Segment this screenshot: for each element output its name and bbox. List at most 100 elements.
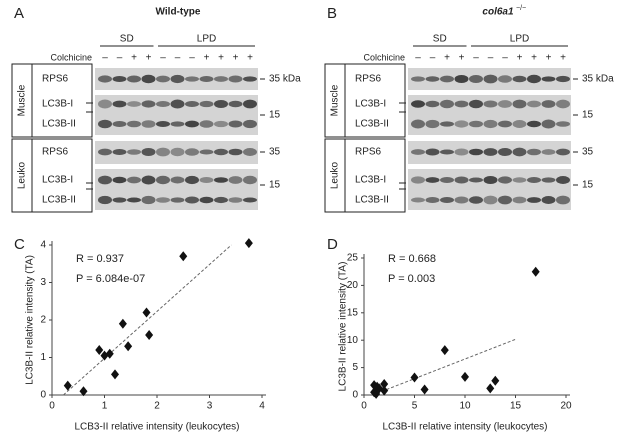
y-tick-label: 20 xyxy=(347,280,359,291)
blot-title: col6a1 xyxy=(482,7,514,18)
treatment-label: Colchicine xyxy=(363,52,405,62)
band xyxy=(141,147,156,157)
size-label: 15 xyxy=(582,180,594,191)
band xyxy=(440,75,454,83)
band xyxy=(228,197,243,203)
treatment-label: Colchicine xyxy=(50,52,92,62)
band xyxy=(425,100,440,108)
label-box xyxy=(31,63,93,138)
lane-sign: + xyxy=(218,53,224,64)
band xyxy=(411,149,425,155)
lane-sign: – xyxy=(102,53,108,64)
y-axis-label: LC3B-II relative intensity (TA) xyxy=(25,255,36,385)
label-box xyxy=(31,138,93,213)
x-tick-label: 15 xyxy=(510,401,522,412)
panel-label: C xyxy=(14,236,25,253)
band xyxy=(454,120,469,128)
lane-sign: + xyxy=(560,53,566,64)
x-tick-label: 0 xyxy=(361,401,367,412)
band xyxy=(185,175,199,185)
band xyxy=(199,76,214,82)
band xyxy=(483,100,498,108)
band xyxy=(469,196,483,204)
lane-sign: + xyxy=(546,53,552,64)
x-axis-label: LCB3-II relative intensity (leukocytes) xyxy=(74,422,239,433)
band xyxy=(214,148,228,156)
band xyxy=(127,149,141,155)
x-tick-label: 3 xyxy=(207,401,213,412)
band xyxy=(512,147,527,157)
band xyxy=(127,101,141,107)
band xyxy=(425,148,440,156)
lane-sign: – xyxy=(175,53,181,64)
x-tick-label: 10 xyxy=(459,401,471,412)
band xyxy=(214,76,228,82)
band xyxy=(243,197,257,203)
lane-sign: + xyxy=(233,53,239,64)
lane-sign: + xyxy=(444,53,450,64)
lane-sign: – xyxy=(502,53,508,64)
point xyxy=(461,371,469,382)
band xyxy=(156,100,170,108)
lane-sign: – xyxy=(488,53,494,64)
band xyxy=(199,149,214,155)
x-tick-label: 2 xyxy=(154,401,160,412)
blot-strip xyxy=(95,169,258,210)
band xyxy=(141,195,156,205)
band xyxy=(156,197,170,203)
band xyxy=(199,176,214,184)
band xyxy=(411,176,425,184)
band xyxy=(112,121,127,127)
group-label: LPD xyxy=(197,34,216,45)
marker-label: LC3B-II xyxy=(42,119,76,130)
marker-label: LC3B-II xyxy=(355,195,389,206)
point xyxy=(440,345,449,356)
y-tick-label: 10 xyxy=(347,335,359,346)
blot-title-sup: −/− xyxy=(516,5,526,12)
point xyxy=(118,318,127,329)
band xyxy=(454,196,469,204)
marker-label: LC3B-II xyxy=(42,195,76,206)
x-tick-label: 1 xyxy=(102,401,108,412)
marker-label: LC3B-I xyxy=(355,175,386,186)
point xyxy=(124,341,133,352)
y-tick-label: 15 xyxy=(347,307,359,318)
point xyxy=(420,384,429,395)
band xyxy=(112,149,127,155)
lane-sign: – xyxy=(415,53,421,64)
band xyxy=(469,75,483,83)
band xyxy=(498,148,512,156)
band xyxy=(170,99,185,109)
panel-label: A xyxy=(14,5,24,22)
band xyxy=(156,75,170,83)
lane-sign: – xyxy=(189,53,195,64)
size-label: 35 kDa xyxy=(269,74,301,85)
band xyxy=(512,99,527,109)
tissue-label: Muscle xyxy=(17,84,28,116)
marker-label: RPS6 xyxy=(355,74,382,85)
y-axis-label: LC3B-II relative intensity (TA) xyxy=(338,262,349,392)
band xyxy=(228,120,243,128)
band xyxy=(127,75,141,83)
band xyxy=(98,75,112,83)
band xyxy=(425,196,440,204)
band xyxy=(440,99,454,109)
point xyxy=(95,345,104,355)
band xyxy=(214,120,228,128)
point xyxy=(179,251,188,262)
point xyxy=(145,330,154,340)
band xyxy=(498,195,512,205)
band xyxy=(170,197,185,203)
band xyxy=(541,76,556,82)
band xyxy=(440,176,454,184)
x-tick-label: 4 xyxy=(259,401,265,412)
band xyxy=(214,99,228,109)
band xyxy=(228,148,243,156)
band xyxy=(214,196,228,204)
band xyxy=(498,100,512,108)
marker-label: RPS6 xyxy=(42,147,69,158)
marker-label: LC3B-I xyxy=(355,99,386,110)
band xyxy=(185,196,199,204)
band xyxy=(98,148,112,156)
